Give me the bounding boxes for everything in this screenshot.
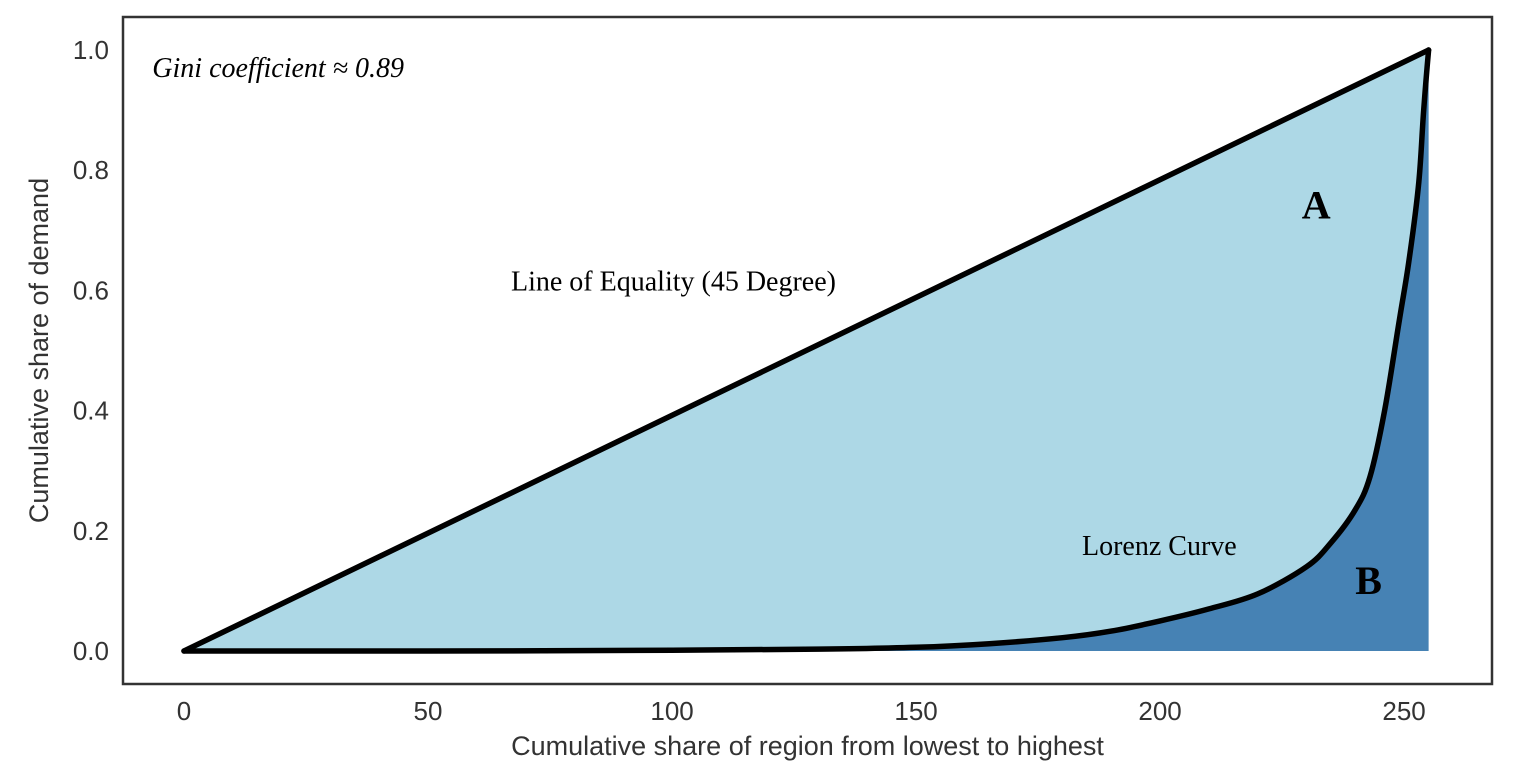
- x-tick-label: 150: [894, 696, 937, 726]
- chart-annotations: Gini coefficient ≈ 0.89 Line of Equality …: [152, 53, 1382, 603]
- line-of-equality: [181, 47, 1432, 654]
- plot-frame: [121, 15, 1494, 686]
- x-tick-label: 200: [1138, 696, 1181, 726]
- x-tick-label: 100: [650, 696, 693, 726]
- y-tick-label: 0.6: [73, 275, 109, 305]
- x-tick-label: 250: [1382, 696, 1425, 726]
- y-axis-ticks: 0.0 0.2 0.4 0.6 0.8 1.0: [73, 35, 109, 666]
- x-tick-label: 0: [177, 696, 191, 726]
- chart-annotation: Line of Equality (45 Degree): [511, 266, 836, 297]
- y-tick-label: 0.4: [73, 396, 109, 426]
- x-axis-label: Cumulative share of region from lowest t…: [511, 731, 1104, 761]
- y-axis-label: Cumulative share of demand: [24, 178, 54, 523]
- lorenz-curve-line: [181, 47, 1432, 654]
- chart-annotation: Gini coefficient ≈ 0.89: [152, 53, 404, 84]
- x-tick-label: 50: [414, 696, 443, 726]
- lorenz-area-fill: [184, 50, 1429, 652]
- chart-annotation: Lorenz Curve: [1082, 531, 1237, 562]
- y-tick-label: 1.0: [73, 35, 109, 65]
- y-tick-label: 0.2: [73, 516, 109, 546]
- chart-annotation: B: [1355, 558, 1382, 603]
- y-tick-label: 0.0: [73, 636, 109, 666]
- chart-annotation: A: [1302, 182, 1331, 227]
- y-tick-label: 0.8: [73, 155, 109, 185]
- x-axis-ticks: 0 50 100 150 200 250: [177, 696, 1426, 726]
